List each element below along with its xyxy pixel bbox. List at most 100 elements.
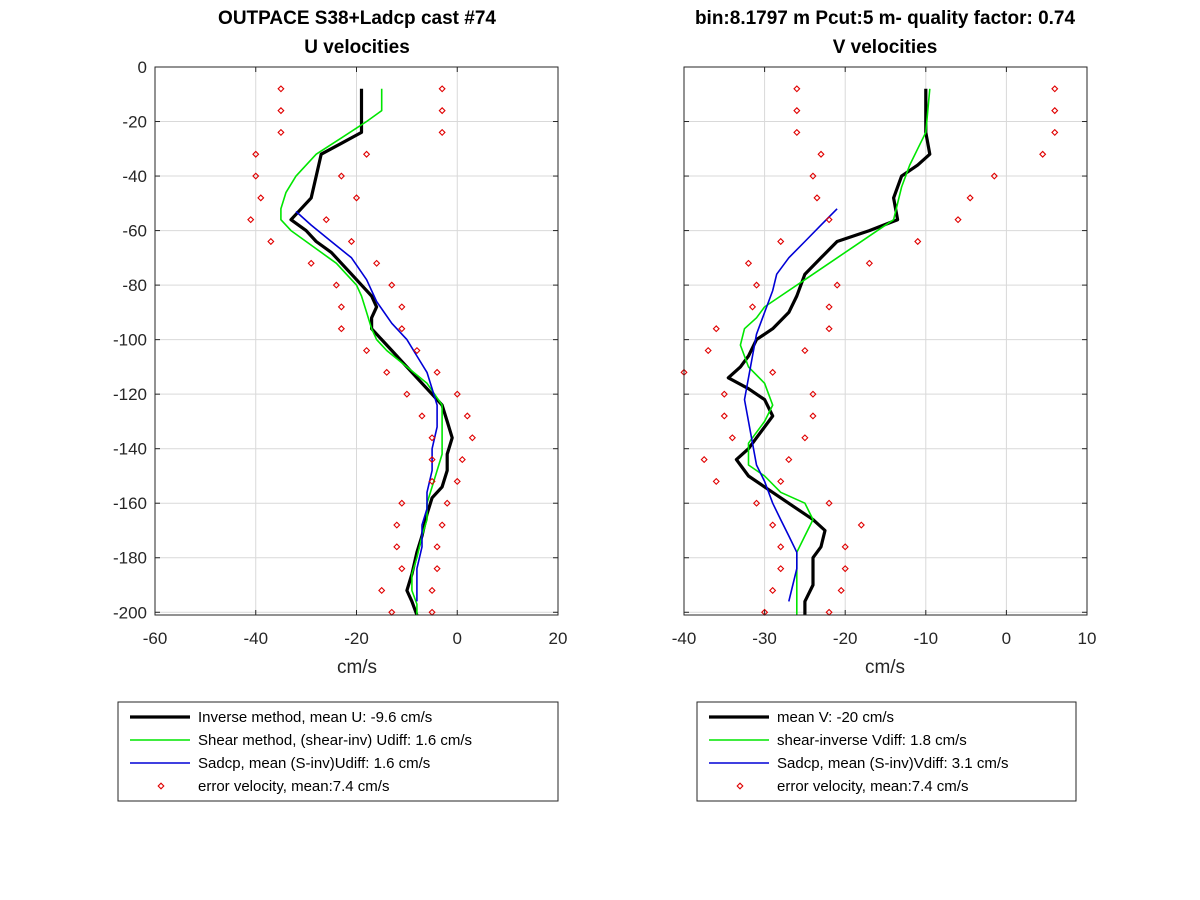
u-error-marker (337, 325, 345, 333)
u-error-marker (378, 586, 386, 595)
v-error-marker (914, 237, 922, 246)
v-xtick-label: -10 (914, 629, 939, 648)
u-error-marker (433, 368, 441, 376)
u-error-marker (257, 194, 265, 202)
v-plot-area (684, 67, 1087, 615)
u-error-marker (252, 150, 260, 158)
u-error-marker (428, 456, 436, 464)
u-xtick-label: -60 (143, 629, 168, 648)
v-error-marker (769, 368, 777, 376)
v-error-marker (825, 325, 833, 333)
u-error-marker (388, 281, 396, 289)
v-error-marker (801, 346, 809, 355)
v-legend-label: error velocity, mean:7.4 cm/s (777, 778, 968, 795)
v-xtick-label: -40 (672, 629, 697, 648)
v-xlabel: cm/s (865, 657, 905, 678)
u-shear-line (280, 88, 443, 615)
v-error-marker (841, 543, 849, 551)
v-error-marker (744, 259, 753, 267)
u-ytick-label: -120 (113, 385, 147, 404)
v-inverse-line (726, 88, 932, 615)
v-error-marker (752, 281, 761, 289)
v-sadcp-line (743, 208, 838, 602)
v-xtick-label: -20 (833, 629, 858, 648)
u-error-marker (398, 303, 406, 311)
v-error-marker (825, 303, 833, 311)
u-error-marker (428, 586, 436, 595)
u-error-marker (443, 499, 451, 507)
v-error-marker (817, 150, 825, 158)
v-error-marker (712, 325, 720, 333)
u-error-marker (403, 390, 411, 398)
v-error-marker (748, 303, 757, 311)
u-error-marker (433, 543, 441, 551)
v-error-marker (1051, 107, 1059, 115)
v-error-marker (1039, 150, 1047, 158)
u-ytick-label: 0 (138, 58, 147, 77)
u-error-marker (463, 412, 471, 420)
u-error-marker (458, 456, 466, 464)
u-ytick-label: -80 (122, 276, 147, 295)
v-legend-label: Sadcp, mean (S-inv)Vdiff: 3.1 cm/s (777, 755, 1008, 772)
v-legend-label: shear-inverse Vdiff: 1.8 cm/s (777, 732, 967, 749)
v-error-marker (785, 456, 793, 464)
u-error-marker (277, 107, 285, 115)
v-error-marker (769, 521, 777, 529)
v-error-marker (857, 521, 865, 529)
v-error-marker (990, 172, 998, 180)
u-ytick-label: -180 (113, 549, 147, 568)
u-xtick-label: -20 (344, 629, 369, 648)
v-legend-marker (736, 782, 744, 790)
v-error-marker (777, 237, 785, 246)
v-error-marker (1051, 85, 1059, 93)
u-ytick-label: -20 (122, 113, 147, 132)
u-velocity-plot: -60 -40 -20 0 200-20-40-60-80-100-120-140-16… (113, 58, 567, 648)
u-error-marker (337, 303, 345, 311)
u-ytick-label: -100 (113, 331, 147, 350)
u-error-marker (267, 237, 275, 246)
u-error-marker (362, 346, 371, 355)
u-error-marker (398, 565, 406, 573)
v-error-marker (720, 390, 728, 398)
u-error-marker (428, 477, 436, 485)
u-legend: Inverse method, mean U: -9.6 cm/s Shear m… (117, 701, 559, 802)
u-error-marker (398, 499, 406, 507)
u-xtick-label: 20 (549, 629, 568, 648)
v-xtick-label: 0 (1002, 629, 1011, 648)
u-error-marker (373, 259, 381, 267)
u-error-marker (418, 412, 426, 420)
v-error-marker (720, 412, 728, 420)
u-xtick-label: 0 (453, 629, 462, 648)
u-error-marker (247, 216, 255, 224)
v-error-marker (813, 194, 821, 202)
v-error-marker (833, 281, 841, 289)
v-error-marker (837, 586, 845, 595)
v-error-marker (700, 456, 708, 464)
u-xlabel: cm/s (337, 657, 377, 678)
v-xtick-label: 10 (1078, 629, 1097, 648)
v-velocity-plot: -40 -30 -20 -10 0 10 (672, 66, 1097, 648)
u-error-marker (438, 521, 446, 529)
v-error-marker (752, 499, 761, 507)
u-error-marker (352, 194, 361, 202)
right-title-line2: V velocities (833, 37, 938, 58)
v-error-marker (825, 499, 833, 507)
v-shear-line (739, 88, 931, 615)
u-ytick-label: -200 (113, 603, 147, 622)
u-error-marker (393, 543, 401, 551)
v-error-marker (777, 477, 785, 485)
v-error-marker (825, 216, 833, 224)
u-error-marker (428, 434, 436, 442)
v-error-marker (966, 194, 974, 202)
u-legend-label: Inverse method, mean U: -9.6 cm/s (198, 709, 432, 726)
v-error-marker (1051, 128, 1059, 137)
u-error-marker (438, 107, 446, 115)
v-error-marker (793, 128, 801, 137)
v-error-marker (793, 107, 801, 115)
u-error-marker (393, 521, 401, 529)
u-legend-box (117, 701, 559, 802)
u-error-marker (453, 477, 461, 485)
left-title-line2: U velocities (304, 37, 410, 58)
v-error-marker (769, 586, 777, 595)
